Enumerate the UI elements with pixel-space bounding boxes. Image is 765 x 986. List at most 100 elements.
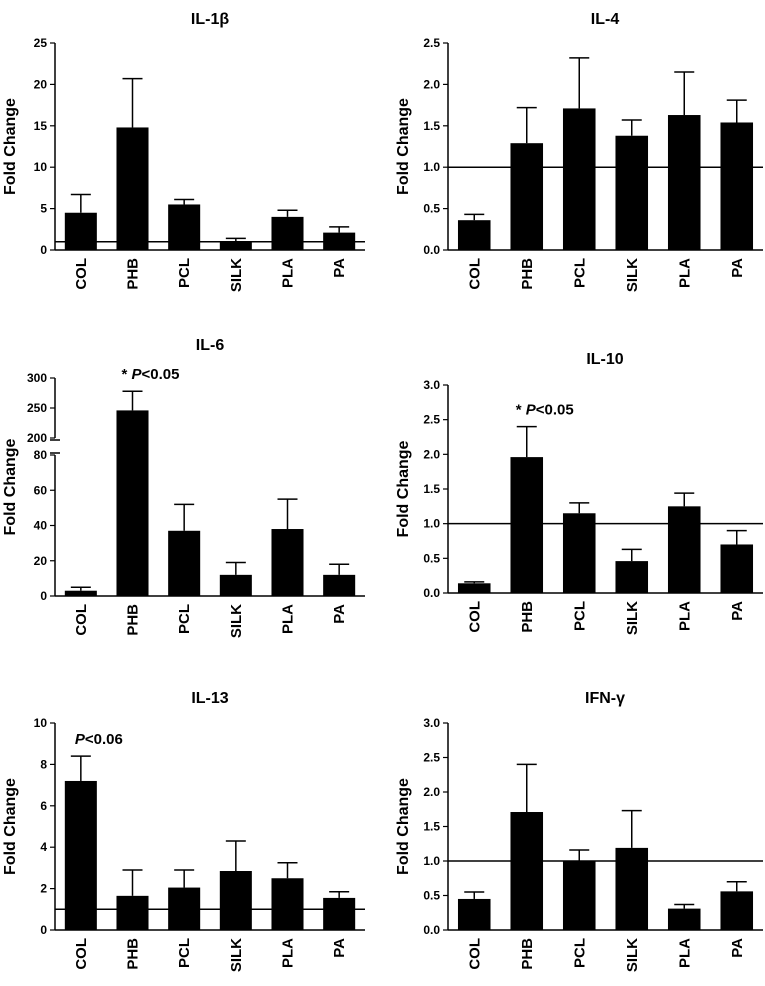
bar-pla (271, 878, 304, 930)
x-tick-label: PA (331, 938, 348, 958)
y-tick-label: 300 (27, 371, 47, 385)
annotation-prefix: * (122, 366, 132, 383)
x-tick-label: PHB (125, 604, 142, 636)
y-axis-label: Fold Change (395, 778, 412, 875)
x-tick-label: SILK (624, 601, 641, 635)
bar-phb (116, 895, 149, 930)
y-tick-label: 1.0 (423, 517, 440, 531)
annotation-p: P (526, 402, 537, 419)
significance-annotation: P<0.06 (75, 731, 123, 748)
bar-pa (323, 574, 356, 596)
x-tick-label: COL (73, 938, 90, 970)
y-tick-label: 2.0 (423, 77, 440, 91)
x-tick-label: PLA (280, 604, 297, 634)
x-tick-label: PHB (519, 938, 536, 970)
bar-silk (219, 574, 252, 596)
x-tick-label: SILK (228, 604, 245, 638)
y-tick-label: 2.5 (423, 413, 440, 427)
bar-silk (615, 561, 649, 593)
bar-pcl (562, 861, 596, 930)
bar-pa (323, 232, 356, 250)
y-tick-label: 1.0 (423, 160, 440, 174)
y-tick-label: 1.5 (423, 119, 440, 133)
y-tick-label: 1.5 (423, 482, 440, 496)
bar-phb (510, 457, 544, 593)
y-tick-label: 2.5 (423, 36, 440, 50)
annotation-value: <0.06 (85, 731, 123, 748)
annotation-prefix: * (516, 402, 526, 419)
x-tick-label: PLA (280, 258, 297, 288)
bar-silk (615, 847, 649, 930)
bar-col (64, 590, 97, 596)
bar-phb (116, 127, 149, 250)
y-tick-label: 20 (34, 77, 48, 91)
y-tick-label: 2.0 (423, 785, 440, 799)
bar-pla (667, 115, 701, 250)
y-tick-label: 2.5 (423, 751, 440, 765)
y-tick-label: 0 (40, 923, 47, 937)
panel-0: IL-1β Fold Change 0 5 10 15 20 25 COL PHB PCL SILK P… (2, 11, 365, 292)
x-tick-label: PLA (676, 938, 693, 968)
y-tick-label: 0.0 (423, 243, 440, 257)
y-tick-label: 8 (40, 757, 47, 771)
x-tick-label: COL (466, 938, 483, 970)
x-tick-label: SILK (228, 258, 245, 292)
y-tick-label: 20 (34, 554, 48, 568)
y-tick-label: 0.0 (423, 586, 440, 600)
x-tick-label: PA (729, 601, 746, 621)
x-tick-label: COL (73, 604, 90, 636)
x-tick-label: PCL (176, 604, 193, 634)
x-tick-label: SILK (624, 938, 641, 972)
x-tick-label: COL (466, 601, 483, 633)
x-tick-label: PHB (125, 938, 142, 970)
bar-phb (116, 410, 149, 596)
bar-col (64, 212, 97, 250)
x-tick-label: PCL (176, 938, 193, 968)
bar-pa (720, 122, 754, 250)
bar-pla (667, 908, 701, 930)
bar-pcl (168, 530, 201, 596)
bar-col (457, 583, 491, 593)
annotation-p: P (75, 731, 86, 748)
panel-1: IL-4 Fold Change 0.0 0.5 1.0 1.5 2.0 2.5 COL PHB P… (395, 11, 763, 292)
annotation-p: P (132, 366, 143, 383)
x-tick-label: PA (729, 938, 746, 958)
y-tick-label: 25 (34, 36, 48, 50)
y-tick-label: 0.5 (423, 551, 440, 565)
x-tick-label: PHB (125, 258, 142, 290)
y-tick-label: 200 (27, 431, 47, 445)
annotation-value: <0.05 (536, 402, 574, 419)
bar-phb (510, 143, 544, 250)
x-tick-label: COL (466, 258, 483, 290)
bar-silk (219, 241, 252, 250)
y-tick-label: 5 (40, 202, 47, 216)
bar-col (64, 780, 97, 930)
bar-pcl (562, 108, 596, 250)
y-tick-label: 2.0 (423, 447, 440, 461)
y-tick-label: 1.0 (423, 854, 440, 868)
panel-3: IL-10 Fold Change 0.0 0.5 1.0 1.5 2.0 2.5 3.0 COL… (395, 351, 763, 635)
y-tick-label: 15 (34, 119, 48, 133)
panel-5: IFN-γ Fold Change 0.0 0.5 1.0 1.5 2.0 2.5 3.0 COL… (395, 690, 763, 972)
bar-silk (219, 871, 252, 930)
y-tick-label: 0.5 (423, 202, 440, 216)
bar-pla (271, 529, 304, 596)
annotation-value: <0.05 (142, 366, 180, 383)
bar-pcl (562, 513, 596, 593)
bar-pa (720, 891, 754, 930)
y-axis-label: Fold Change (395, 98, 412, 195)
y-axis-label: Fold Change (2, 778, 19, 875)
y-axis-label: Fold Change (395, 440, 412, 537)
y-tick-label: 40 (34, 519, 48, 533)
bar-pa (720, 544, 754, 593)
x-tick-label: SILK (228, 938, 245, 972)
y-tick-label: 3.0 (423, 716, 440, 730)
y-tick-label: 0.0 (423, 923, 440, 937)
bar-pla (271, 216, 304, 250)
y-axis-label: Fold Change (2, 438, 19, 535)
x-tick-label: PCL (571, 601, 588, 631)
bar-pcl (168, 887, 201, 930)
bar-col (457, 898, 491, 930)
y-tick-label: 2 (40, 882, 47, 896)
x-tick-label: PHB (519, 258, 536, 290)
